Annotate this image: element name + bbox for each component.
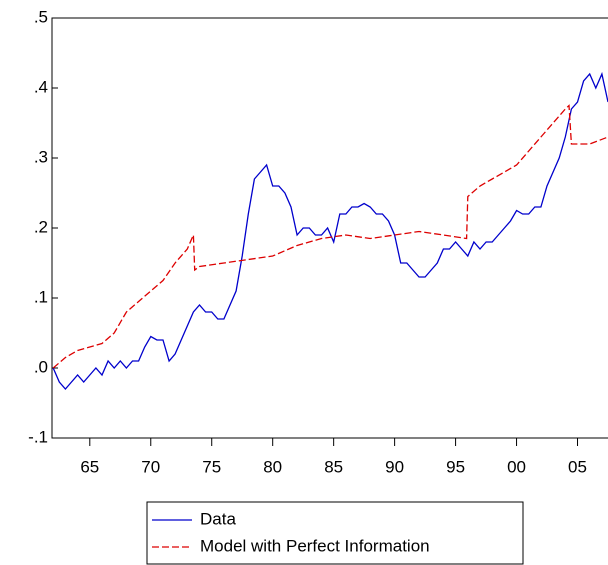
x-tick-label: 75 — [202, 457, 221, 476]
x-tick-label: 00 — [507, 457, 526, 476]
y-tick-label: .1 — [34, 287, 48, 306]
legend-box — [146, 501, 524, 565]
x-tick-label: 65 — [80, 457, 99, 476]
x-tick-label: 90 — [385, 457, 404, 476]
y-tick-label: .2 — [34, 217, 48, 236]
plot-frame — [51, 17, 608, 439]
x-tick-label: 85 — [324, 457, 343, 476]
x-tick-label: 70 — [141, 457, 160, 476]
series-line — [52, 71, 608, 390]
x-tick-label: 95 — [446, 457, 465, 476]
x-tick-label: 80 — [263, 457, 282, 476]
legend-label: Data — [200, 509, 236, 528]
y-tick-label: .4 — [34, 77, 48, 96]
y-tick-label: .3 — [34, 147, 48, 166]
legend-label: Model with Perfect Information — [200, 536, 430, 555]
x-tick-label: 05 — [568, 457, 587, 476]
y-tick-label: -.1 — [28, 427, 48, 446]
y-tick-label: .0 — [34, 357, 48, 376]
series-line — [52, 104, 608, 369]
y-tick-label: .5 — [34, 7, 48, 26]
